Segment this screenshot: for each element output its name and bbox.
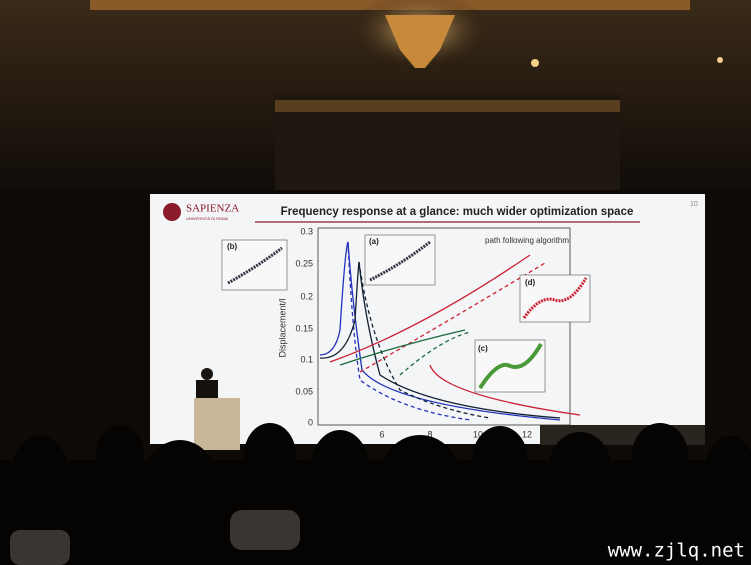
chandelier — [385, 15, 455, 68]
watermark: www.zjlq.net — [608, 540, 745, 562]
plot-frame — [317, 227, 571, 426]
inset-curve — [478, 343, 543, 390]
inset-label: (c) — [478, 344, 488, 353]
inset-label: (a) — [369, 237, 379, 246]
x-tick-label: 10 — [473, 429, 483, 439]
y-axis-label: Displacement/l — [277, 298, 287, 357]
chair — [10, 530, 70, 565]
inset-label: (d) — [525, 278, 536, 287]
y-tick-label: 0.1 — [300, 354, 313, 364]
x-tick-label: 6 — [379, 429, 384, 439]
audience — [0, 423, 751, 565]
speaker-head — [201, 368, 213, 380]
inset-curve — [522, 277, 588, 319]
y-tick-label: 0.05 — [295, 386, 313, 396]
y-tick-label: 0.15 — [295, 323, 313, 333]
y-tick-label: 0.2 — [300, 291, 313, 301]
y-tick-label: 0.3 — [300, 226, 313, 236]
inset-curve — [227, 246, 283, 285]
page-number: 10 — [690, 201, 698, 208]
podium — [194, 398, 240, 450]
inset-label: (b) — [227, 242, 238, 251]
x-tick-label: 8 — [427, 429, 432, 439]
logo-subtitle: UNIVERSITÀ DI ROMA — [186, 216, 229, 221]
logo-name: SAPIENZA — [186, 203, 239, 215]
y-tick-label: 0 — [308, 417, 313, 427]
annotation: path following algorithm — [485, 236, 569, 245]
slide-title: Frequency response at a glance: much wid… — [281, 206, 634, 218]
ceiling-lamp — [717, 57, 723, 63]
y-tick-label: 0.25 — [295, 258, 313, 268]
curves — [319, 241, 581, 421]
wall-lights — [275, 100, 620, 112]
ceiling-lamp — [531, 59, 539, 67]
inset-curve — [369, 240, 431, 282]
x-tick-label: 12 — [522, 429, 532, 439]
chair — [230, 510, 300, 550]
logo-emblem — [163, 203, 181, 221]
